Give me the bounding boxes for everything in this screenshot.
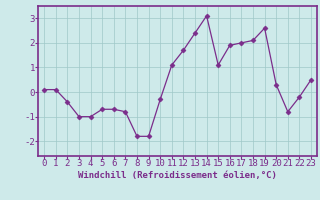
X-axis label: Windchill (Refroidissement éolien,°C): Windchill (Refroidissement éolien,°C) bbox=[78, 171, 277, 180]
